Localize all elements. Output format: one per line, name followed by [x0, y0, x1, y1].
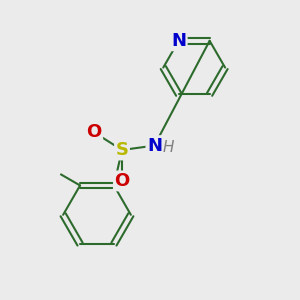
- Text: H: H: [163, 140, 174, 154]
- Text: N: N: [171, 32, 186, 50]
- Text: N: N: [147, 136, 162, 154]
- Text: O: O: [114, 172, 130, 190]
- Text: O: O: [86, 123, 102, 141]
- Text: S: S: [116, 141, 128, 159]
